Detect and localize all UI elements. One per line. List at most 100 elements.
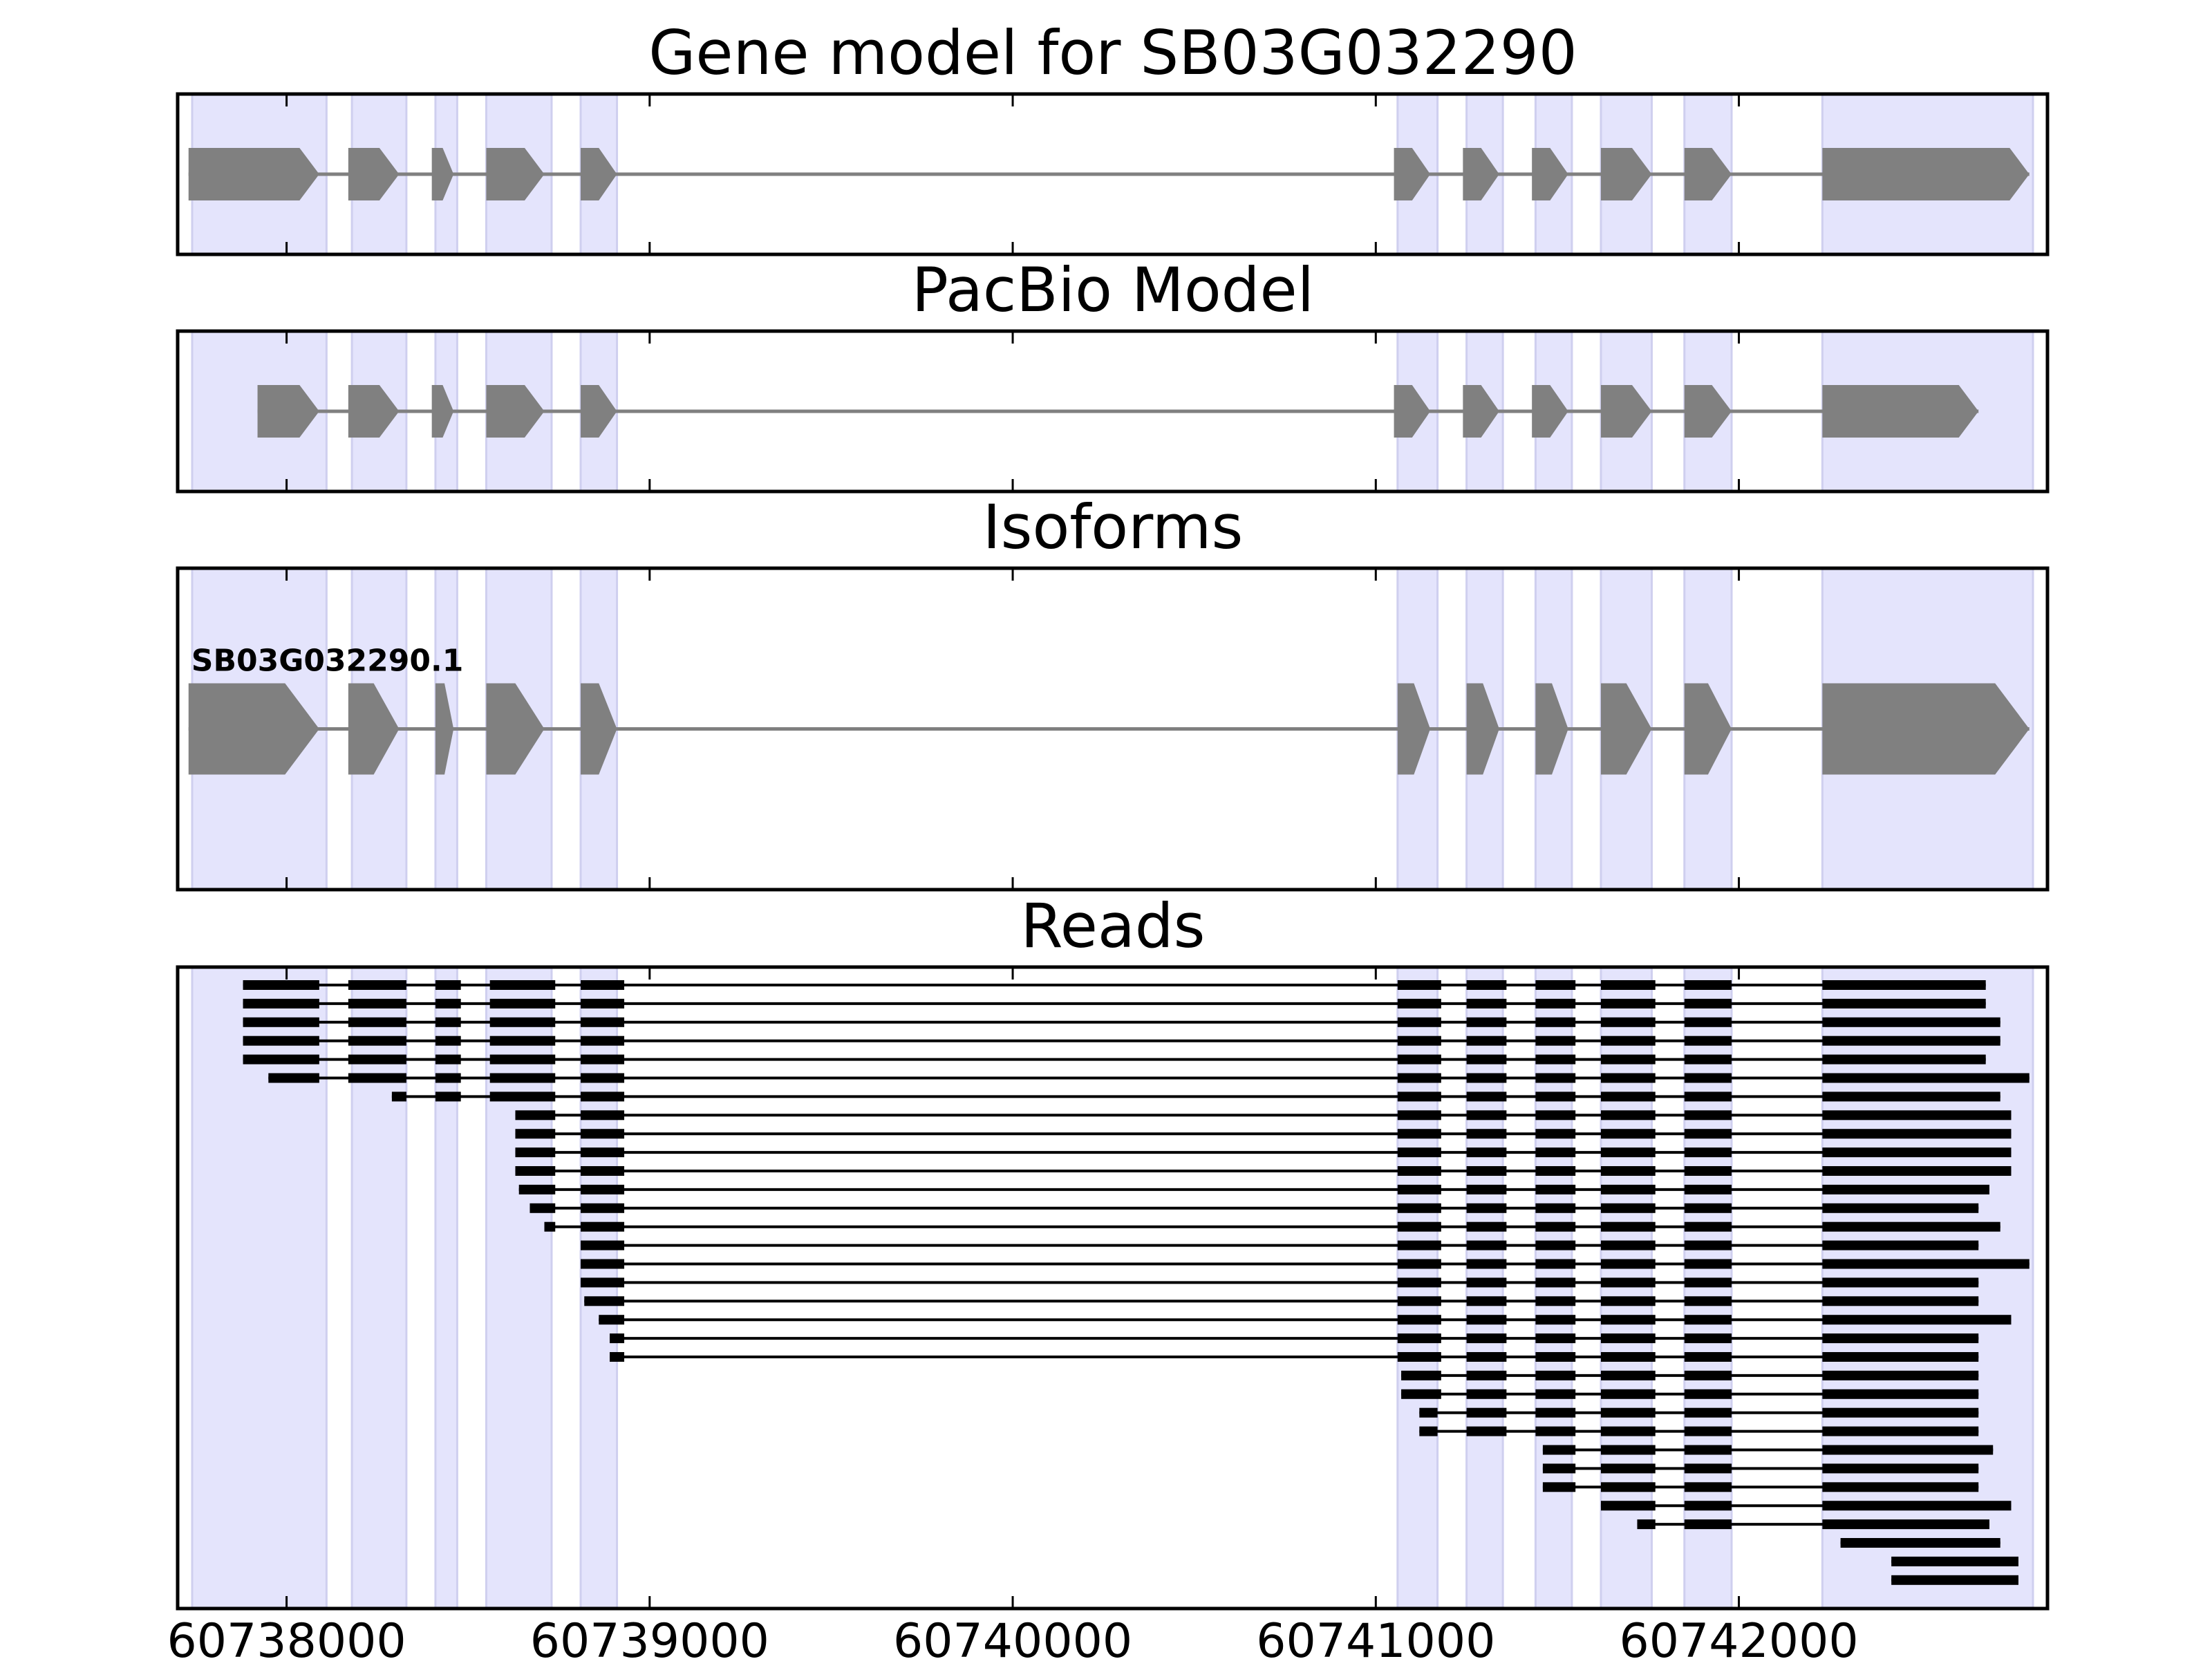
read-block [1822,1352,1979,1362]
read-block [1535,1054,1576,1065]
read-block [1822,1166,2012,1176]
read-block [1397,1277,1441,1288]
exon-arrow [1822,148,2030,200]
read-block [1397,1352,1441,1362]
exon-arrow [581,385,617,438]
read-block [515,1110,556,1121]
exon-arrow [1684,683,1732,775]
read-block [1822,1501,2012,1511]
read-block [348,998,406,1009]
read-block [268,1073,319,1083]
read-block [1600,1203,1656,1213]
exon-arrow [1463,385,1499,438]
read [243,980,1986,990]
read-block [1397,1166,1441,1176]
read-block [581,1073,625,1083]
read-block [1822,1296,1979,1306]
read-block [1535,1147,1576,1158]
read-block [1535,1277,1576,1288]
read-block [1684,1129,1732,1139]
read-block [1466,1389,1507,1399]
read-block [1397,1315,1441,1325]
read-block [1397,1333,1441,1344]
read-block [1397,1240,1441,1250]
read-block [1600,980,1656,990]
exon-arrow [1684,148,1732,200]
read-block [1684,1240,1732,1250]
read-block [1397,980,1441,990]
read-block [1684,1221,1732,1232]
read-block [1684,1370,1732,1380]
read-block [581,1054,625,1065]
read-block [1397,1017,1441,1027]
read-block [1822,1277,1979,1288]
read-block [1535,1370,1576,1380]
exon-arrow [435,683,454,775]
read-block [1535,1166,1576,1176]
exon-arrow [1466,683,1499,775]
read-block [1684,1184,1732,1194]
read-block [348,1035,406,1046]
read-block [1466,1221,1507,1232]
read-block [1535,1073,1576,1083]
read [529,1203,1979,1213]
read-block [1466,1259,1507,1269]
isoform-label: SB03G032290.1 [191,644,464,679]
read-block [1684,1445,1732,1455]
read-block [1600,1333,1656,1344]
read-block [515,1166,556,1176]
read-block [1535,1352,1576,1362]
read-block [1822,1017,2000,1027]
exon-arrow [431,148,454,200]
read [1401,1389,1979,1399]
read-block [435,1054,461,1065]
read-block [1600,1110,1656,1121]
x-axis: 60738000 60739000 60740000 60741000 60742000 [167,1614,1859,1659]
read-block [1466,1017,1507,1027]
read-block [1542,1482,1576,1492]
read-block [1600,1259,1656,1269]
exon-arrow [1822,385,1979,438]
read-block [599,1315,625,1325]
read [1891,1556,2018,1566]
read-block [435,998,461,1009]
read-block [1600,1389,1656,1399]
read [515,1110,2012,1121]
read [1891,1575,2018,1585]
read-block [1600,1017,1656,1027]
read-block [1684,1110,1732,1121]
read-block [348,980,406,990]
read [243,1054,1986,1065]
read [1401,1370,1979,1380]
read-block [1542,1445,1576,1455]
read-block [1684,1463,1732,1474]
read-block [1822,1221,2000,1232]
read-block [1419,1407,1438,1418]
read-block [1600,1240,1656,1250]
read [243,1017,2000,1027]
read-block [1822,980,1986,990]
read-block [1822,1073,2030,1083]
read-block [489,1035,556,1046]
read-block [1535,1240,1576,1250]
read-block [1822,1445,1994,1455]
read-block [1684,1333,1732,1344]
panel-frame [176,92,2050,256]
read [544,1221,2000,1232]
read-block [1891,1575,2018,1585]
read-block [243,1035,319,1046]
read-block [1466,1277,1507,1288]
read-block [391,1091,406,1102]
read-block [489,1017,556,1027]
reads-panel: Reads [176,890,2050,1611]
read-block [1466,1296,1507,1306]
read-block [1684,1501,1732,1511]
read [243,998,1986,1009]
read-block [1600,1463,1656,1474]
read-block [1684,1054,1732,1065]
read-block [435,980,461,990]
read-block [1542,1463,1576,1474]
read-block [581,1203,625,1213]
read-block [1466,980,1507,990]
